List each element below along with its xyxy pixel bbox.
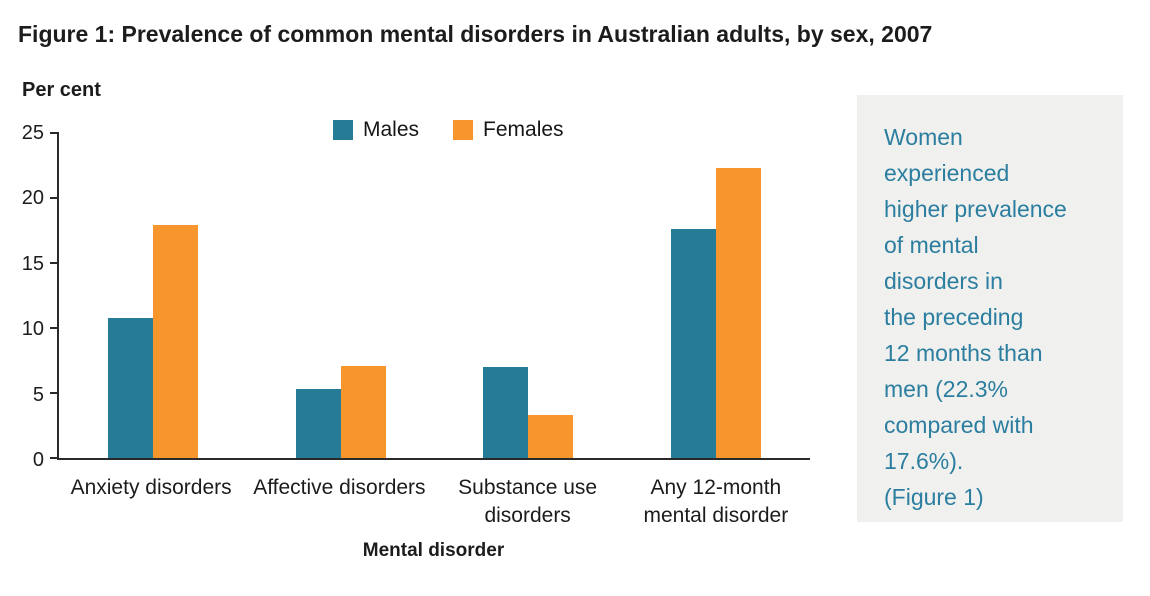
x-category-label: Substance use disorders (434, 474, 622, 530)
bar-group (247, 133, 435, 458)
legend-item-males: Males (333, 118, 419, 142)
bar-groups (59, 133, 810, 458)
x-category-label-line: Any 12-month (650, 476, 782, 499)
sidebar-note-line: compared with (884, 412, 1034, 438)
legend-swatch-females (453, 120, 474, 140)
sidebar-note-line: disorders in (884, 268, 1003, 294)
legend-label: Males (363, 118, 420, 141)
bar-females (716, 168, 762, 458)
sidebar-note-line: 17.6%). (884, 448, 964, 474)
y-tick (50, 197, 59, 199)
sidebar-note: Women experienced higher prevalence of ment… (857, 95, 1123, 522)
sidebar-note-line: men (22.3% (884, 376, 1009, 402)
y-tick (50, 327, 59, 329)
bar-females (340, 365, 386, 458)
sidebar-note-line: Women (884, 124, 963, 150)
bar-males (483, 367, 529, 458)
x-category-label-line: disorders (484, 504, 571, 527)
y-axis-labels: 0 5 10 15 20 25 (0, 123, 44, 470)
legend-item-females: Females (453, 118, 564, 142)
x-category-label: Affective disorders (245, 474, 433, 530)
y-tick-label: 0 (32, 449, 44, 471)
y-tick (50, 457, 59, 459)
sidebar-note-text: Women experienced higher prevalence of ment… (884, 119, 1105, 515)
sidebar-note-line: of mental (884, 232, 979, 258)
y-tick-label: 15 (21, 252, 44, 275)
sidebar-note-line: the preceding (884, 304, 1024, 330)
legend: Males Females (333, 118, 564, 142)
x-category-label: Anxiety disorders (57, 474, 245, 530)
bar-group (59, 133, 247, 458)
x-category-label-line: Anxiety disorders (70, 476, 232, 499)
y-tick-label: 10 (21, 318, 44, 341)
legend-label: Females (483, 118, 564, 141)
y-tick-label: 20 (21, 187, 44, 210)
y-tick-label: 5 (32, 383, 44, 406)
sidebar-note-line: 12 months than (884, 340, 1043, 366)
bar-males (295, 389, 341, 458)
plot-area (50, 132, 810, 460)
bar-females (152, 225, 198, 458)
y-tick-label: 25 (21, 122, 44, 144)
bar-group (622, 133, 810, 458)
bar-males (107, 317, 153, 458)
bar-females (528, 415, 574, 458)
bar-males (671, 229, 717, 458)
legend-swatch-males (333, 120, 353, 140)
y-tick (50, 132, 59, 134)
y-axis-unit-label: Per cent (22, 79, 101, 101)
x-category-label: Any 12-month mental disorder (622, 474, 810, 530)
bar-group (435, 133, 623, 458)
sidebar-note-line: (Figure 1) (884, 484, 984, 510)
y-tick (50, 262, 59, 264)
x-category-label-line: Affective disorders (253, 476, 426, 499)
x-axis-title: Mental disorder (362, 540, 505, 561)
sidebar-note-line: experienced (884, 160, 1010, 186)
x-category-label-line: mental disorder (643, 504, 789, 527)
y-tick (50, 392, 59, 394)
figure-title: Figure 1: Prevalence of common mental di… (18, 21, 933, 47)
x-category-label-line: Substance use (458, 476, 598, 499)
sidebar-note-line: higher prevalence (884, 196, 1067, 222)
x-category-labels: Anxiety disorders Affective disorders Subs… (57, 474, 810, 530)
